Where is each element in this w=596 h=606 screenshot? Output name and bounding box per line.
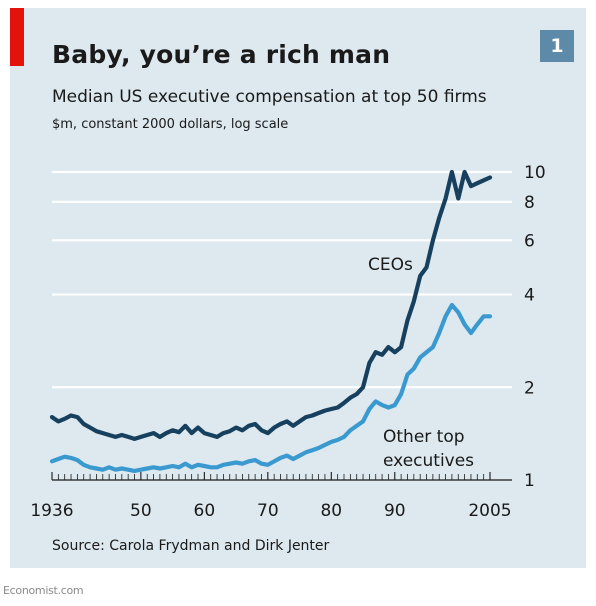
- x-tick-label: 70: [257, 501, 279, 521]
- other-executives-series-line: [49, 302, 493, 473]
- other-executives-series-label-line1: Other top: [383, 427, 465, 447]
- source-note: Source: Carola Frydman and Dirk Jenter: [52, 538, 330, 554]
- x-tick-label: 80: [320, 501, 342, 521]
- y-tick-label: 1: [524, 471, 535, 491]
- chart-subtitle: Median US executive compensation at top …: [52, 87, 487, 107]
- x-tick-label: 90: [384, 501, 406, 521]
- publisher-credit: Economist.com: [3, 584, 84, 597]
- chart-title: Baby, you’re a rich man: [52, 40, 391, 69]
- y-tick-label: 8: [524, 193, 535, 213]
- ceo-series-label: CEOs: [368, 255, 413, 275]
- brand-red-tag: [10, 8, 24, 66]
- x-tick-label: 60: [194, 501, 216, 521]
- x-tick-label: 2005: [468, 501, 511, 521]
- y-tick-label: 4: [524, 286, 535, 306]
- y-tick-label: 6: [524, 231, 535, 251]
- other-executives-series-label-line2: executives: [383, 451, 474, 471]
- ceo-series-line: [49, 169, 493, 441]
- y-tick-label: 2: [524, 378, 535, 398]
- x-tick-label: 1936: [30, 501, 73, 521]
- x-tick-label: 50: [130, 501, 152, 521]
- chart-number-badge: 1: [540, 30, 574, 62]
- y-tick-label: 10: [524, 163, 546, 183]
- chart-units-note: $m, constant 2000 dollars, log scale: [52, 117, 289, 132]
